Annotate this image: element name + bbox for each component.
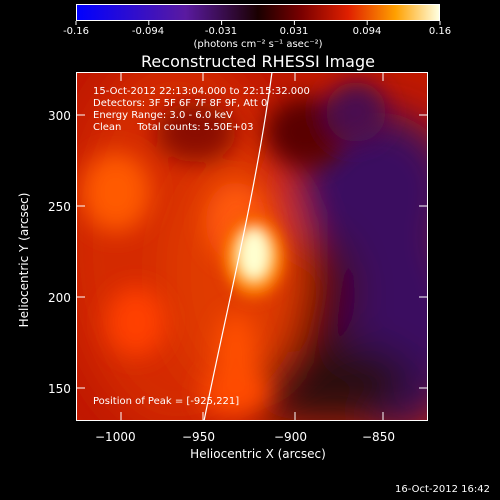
x-axis-label: Heliocentric X (arcsec) — [190, 447, 326, 461]
colorbar — [76, 4, 440, 21]
info-detectors: Detectors: 3F 5F 6F 7F 8F 9F, Att 0 — [93, 98, 268, 109]
y-axis-label: Heliocentric Y (arcsec) — [17, 192, 31, 328]
x-tick-label: −850 — [362, 430, 395, 444]
colorbar-tick-label: -0.16 — [63, 26, 89, 37]
x-tick-label: −900 — [274, 430, 307, 444]
peak-position: Position of Peak = [-925,221] — [93, 396, 240, 407]
y-tick-label: 200 — [48, 291, 71, 305]
colorbar-tick-label: 0.16 — [428, 26, 452, 37]
colorbar-tick-label: 0.031 — [279, 26, 309, 37]
y-tick-label: 250 — [48, 200, 71, 214]
x-tick-label: −950 — [182, 430, 215, 444]
rhessi-image — [76, 72, 428, 421]
solar-limb-line — [203, 72, 273, 421]
image-title: Reconstructed RHESSI Image — [141, 52, 375, 71]
y-tick-label: 150 — [48, 382, 71, 396]
info-energy-range: Energy Range: 3.0 - 6.0 keV — [93, 110, 233, 121]
colorbar-tick-label: -0.094 — [131, 26, 165, 37]
y-tick-label: 300 — [48, 109, 71, 123]
info-counts: Clean Total counts: 5.50E+03 — [93, 122, 254, 133]
observation-info: 15-Oct-2012 22:13:04.000 to 22:15:32.000… — [93, 86, 310, 134]
footer-timestamp: 16-Oct-2012 16:42 — [395, 484, 490, 495]
colorbar-ticks — [75, 21, 441, 25]
colorbar-tick-label: -0.031 — [204, 26, 238, 37]
colorbar-tick-label: 0.094 — [352, 26, 382, 37]
x-tick-label: −1000 — [95, 430, 136, 444]
info-time-range: 15-Oct-2012 22:13:04.000 to 22:15:32.000 — [93, 86, 310, 97]
colorbar-units: (photons cm⁻² s⁻¹ asec⁻²) — [193, 39, 323, 50]
